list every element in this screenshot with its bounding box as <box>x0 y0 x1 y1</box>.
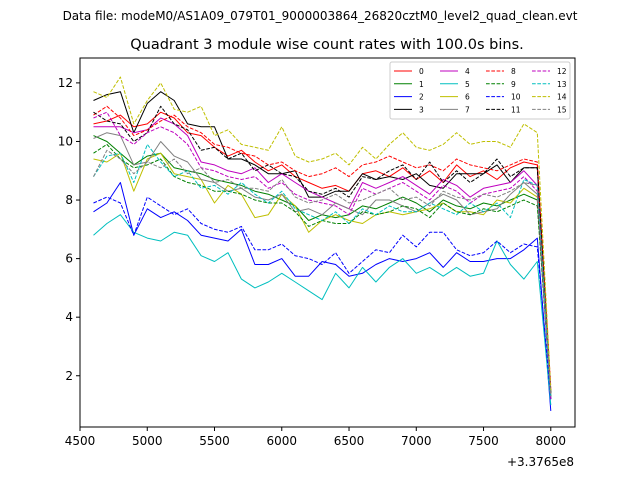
y-axis: 2 4 6 8 10 12 <box>58 76 80 383</box>
legend-label-14: 14 <box>557 93 567 102</box>
y-tick-label: 8 <box>65 193 73 207</box>
legend-label-7: 7 <box>465 105 470 114</box>
y-tick-label: 12 <box>58 76 73 90</box>
series-line-5 <box>93 214 552 406</box>
axes-frame <box>79 57 576 428</box>
series-line-14 <box>93 76 552 391</box>
y-tick-label: 2 <box>65 369 73 383</box>
legend-label-12: 12 <box>557 67 567 76</box>
legend-label-2: 2 <box>419 93 424 102</box>
legend-label-0: 0 <box>419 67 424 76</box>
series-group <box>93 76 552 411</box>
series-line-10 <box>93 196 552 400</box>
x-axis-offset-label: +3.3765e8 <box>507 455 574 469</box>
legend-label-1: 1 <box>419 80 424 89</box>
y-tick-label: 10 <box>58 134 73 148</box>
x-tick-label: 5000 <box>132 434 163 448</box>
legend-label-15: 15 <box>557 105 567 114</box>
legend-label-5: 5 <box>465 80 470 89</box>
series-line-12 <box>93 111 552 400</box>
x-tick-label: 6500 <box>334 434 365 448</box>
legend-label-11: 11 <box>511 105 521 114</box>
legend-label-3: 3 <box>419 105 424 114</box>
series-line-13 <box>93 143 552 397</box>
series-line-2 <box>93 182 552 411</box>
x-tick-label: 5500 <box>199 434 230 448</box>
figure-title: Data file: modeM0/AS1A09_079T01_90000038… <box>63 9 578 23</box>
legend-label-6: 6 <box>465 93 470 102</box>
legend-label-8: 8 <box>511 67 516 76</box>
legend-label-4: 4 <box>465 67 470 76</box>
legend-box <box>389 61 571 120</box>
legend-label-13: 13 <box>557 80 567 89</box>
x-tick-label: 8000 <box>536 434 567 448</box>
y-tick-label: 6 <box>65 252 73 266</box>
series-line-8 <box>93 105 552 388</box>
series-line-0 <box>93 111 552 391</box>
x-tick-label: 6000 <box>266 434 297 448</box>
series-line-11 <box>93 105 552 394</box>
x-tick-label: 7500 <box>468 434 499 448</box>
chart-title: Quadrant 3 module wise count rates with … <box>130 37 524 53</box>
legend-label-9: 9 <box>511 80 516 89</box>
series-line-4 <box>93 117 552 400</box>
series-line-9 <box>93 143 552 397</box>
x-axis: 4500 5000 5500 6000 6500 7000 7500 8000 <box>65 427 566 448</box>
series-line-15 <box>93 149 552 397</box>
series-line-3 <box>93 91 552 394</box>
x-tick-label: 7000 <box>401 434 432 448</box>
series-line-7 <box>93 132 552 400</box>
x-tick-label: 4500 <box>65 434 96 448</box>
legend-label-10: 10 <box>511 93 521 102</box>
y-tick-label: 4 <box>65 310 73 324</box>
